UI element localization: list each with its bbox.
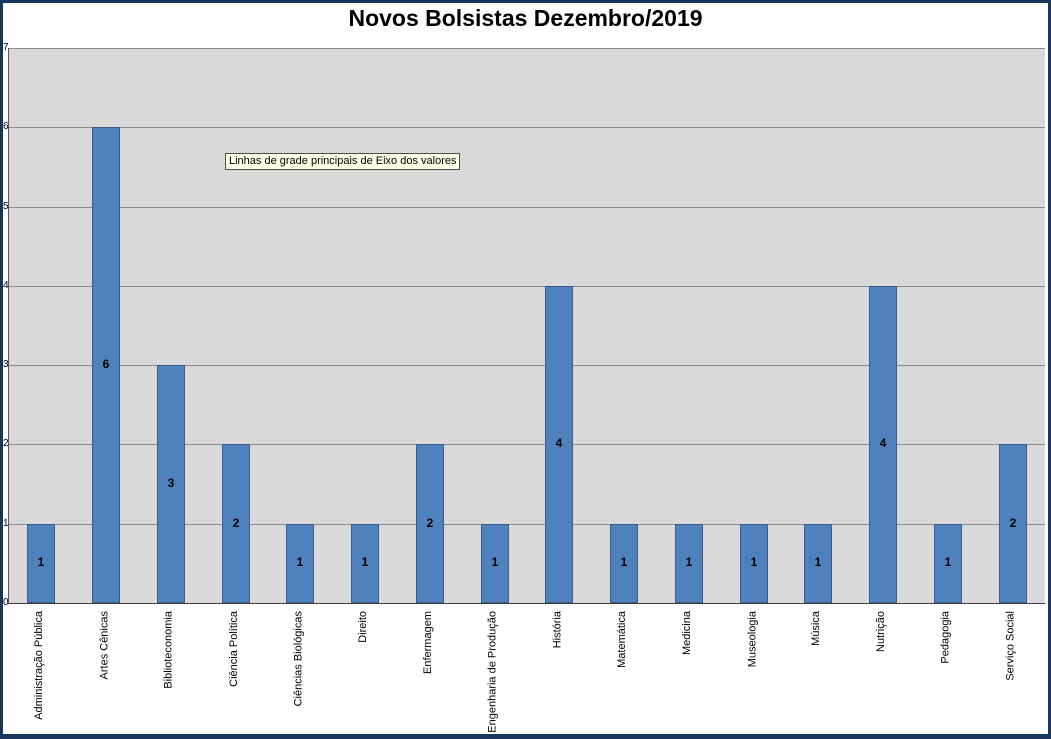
bar[interactable]: [869, 286, 897, 603]
x-axis-label: Museologia: [746, 611, 758, 668]
value-axis-gridline[interactable]: [9, 524, 1045, 525]
bar-value-label: 1: [750, 555, 758, 569]
bar[interactable]: [934, 524, 962, 603]
bar-value-label: 1: [620, 555, 628, 569]
value-axis-gridline[interactable]: [9, 127, 1045, 128]
x-axis-label: Ciências Biológicas: [292, 611, 304, 707]
value-axis-gridline[interactable]: [9, 48, 1045, 49]
bar[interactable]: [157, 365, 185, 603]
y-axis-label: 3: [3, 359, 9, 370]
x-axis-label: Música: [810, 611, 822, 646]
bar[interactable]: [610, 524, 638, 603]
y-axis-label: 5: [3, 201, 9, 212]
x-axis-label: Nutrição: [875, 611, 887, 652]
value-axis-gridline[interactable]: [9, 365, 1045, 366]
value-axis-gridline[interactable]: [9, 207, 1045, 208]
y-axis-label: 6: [3, 121, 9, 132]
y-axis-label: 2: [3, 438, 9, 449]
y-axis-label: 0: [3, 597, 9, 608]
x-axis-label: Matemática: [616, 611, 628, 668]
bar[interactable]: [222, 444, 250, 603]
x-axis-label: Pedagogia: [940, 611, 952, 664]
y-axis-label: 4: [3, 280, 9, 291]
bar-value-label: 6: [102, 357, 110, 371]
bar-value-label: 3: [167, 476, 175, 490]
gridline-tooltip: Linhas de grade principais de Eixo dos v…: [225, 153, 461, 170]
x-axis-label: Administração Pública: [33, 611, 45, 720]
bar[interactable]: [286, 524, 314, 603]
x-axis-label: Direito: [357, 611, 369, 643]
bar[interactable]: [351, 524, 379, 603]
value-axis-gridline[interactable]: [9, 444, 1045, 445]
bar[interactable]: [416, 444, 444, 603]
x-axis-label: Ciência Política: [228, 611, 240, 687]
value-axis-gridline[interactable]: [9, 286, 1045, 287]
x-axis-label: Serviço Social: [1005, 611, 1017, 681]
bar-value-label: 1: [491, 555, 499, 569]
x-axis-label: Artes Cênicas: [98, 611, 110, 680]
bar-value-label: 2: [1009, 516, 1017, 530]
bar-value-label: 4: [879, 436, 887, 450]
bar-value-label: 1: [814, 555, 822, 569]
bar[interactable]: [545, 286, 573, 603]
bar[interactable]: [999, 444, 1027, 603]
x-axis-label: Medicina: [681, 611, 693, 656]
chart-title: Novos Bolsistas Dezembro/2019: [348, 5, 703, 31]
bar[interactable]: [27, 524, 55, 603]
y-axis-label: 7: [3, 42, 9, 53]
bar[interactable]: [481, 524, 509, 603]
x-axis-label: Engenharia de Produção: [487, 611, 499, 733]
bar-value-label: 1: [296, 555, 304, 569]
y-axis-label: 1: [3, 518, 9, 529]
bar-value-label: 4: [555, 436, 563, 450]
bar[interactable]: [740, 524, 768, 603]
bar[interactable]: [92, 127, 120, 603]
x-axis-label: Biblioteconomia: [163, 611, 175, 689]
bar-value-label: 1: [944, 555, 952, 569]
x-axis-label: Enfermagem: [422, 611, 434, 674]
plot-area[interactable]: 1 6 3 2 1 1 2 1 4 1 1 1 1 4 1 2: [8, 48, 1045, 604]
bar-value-label: 1: [685, 555, 693, 569]
bar-value-label: 1: [361, 555, 369, 569]
bar-value-label: 1: [37, 555, 45, 569]
y-axis: 0 1 2 3 4 5 6 7: [3, 42, 9, 608]
bar-value-label: 2: [232, 516, 240, 530]
x-axis-label: História: [551, 611, 563, 649]
x-axis: Administração Pública Artes Cênicas Biblio…: [8, 604, 1044, 736]
bar[interactable]: [804, 524, 832, 603]
bar[interactable]: [675, 524, 703, 603]
bar-value-label: 2: [426, 516, 434, 530]
